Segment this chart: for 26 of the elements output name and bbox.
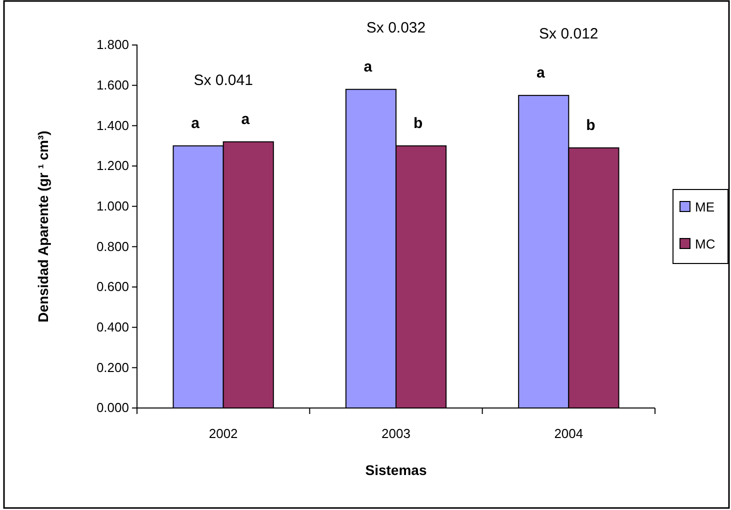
y-tick-label: 1.000 [96,198,129,214]
data-label: a [241,110,250,128]
y-tick-label: 1.800 [96,37,129,52]
y-tick-label: 0.000 [96,400,129,416]
y-tick-label: 1.200 [96,158,129,174]
x-tick-label: 2002 [208,426,238,441]
data-label: a [364,58,373,76]
x-tick-label: 2004 [554,426,584,441]
data-label: b [586,116,596,134]
text: Sx 0.012 [539,25,598,42]
y-tick-label: 1.600 [96,77,129,92]
y-tick-label: 1.400 [96,118,129,133]
annotation: Sx 0.041 [194,72,253,89]
data-label: a [191,114,200,132]
y-axis-title: Densidad Aparente (gr ¹ cm³) [35,130,51,322]
y-tick-label: 0.400 [96,319,129,334]
y-tick-label: 0.200 [96,360,129,375]
text: Sx 0.032 [366,19,426,36]
legend-label: ME [695,200,715,214]
legend-label: MC [695,236,716,252]
y-tick-label: 0.800 [96,238,129,254]
data-label: a [536,64,546,82]
x-tick-label: 2003 [382,426,410,441]
x-axis-title: Sistemas [365,462,427,478]
data-label: b [413,114,423,132]
y-tick-label: 0.600 [96,279,129,294]
